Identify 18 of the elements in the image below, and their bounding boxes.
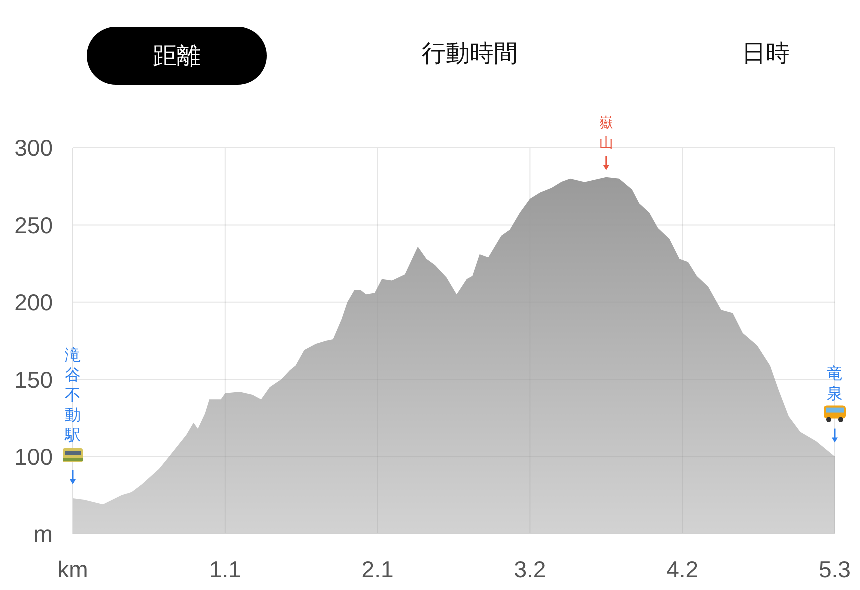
text: 行動時間 (422, 40, 518, 68)
x-tick-label: 5.3 (819, 556, 851, 582)
text: 日時 (742, 40, 790, 68)
x-tick-label: 4.2 (666, 556, 699, 582)
annotation: 竜泉 (827, 364, 843, 403)
x-tick-label: 2.1 (362, 556, 394, 582)
tab-button[interactable]: 距離 (87, 27, 267, 85)
y-tick-label: 300 (14, 135, 53, 162)
annotation: 嶽山 (599, 114, 614, 150)
y-tick-label: 200 (14, 290, 53, 316)
x-tick-label: 1.1 (209, 556, 242, 582)
annotation: 滝谷不動駅 (64, 346, 81, 444)
y-tick-label: 250 (14, 212, 53, 238)
y-tick-label: 150 (14, 366, 53, 393)
x-tick-label: 3.2 (514, 556, 546, 582)
y-tick-label: 100 (14, 444, 53, 470)
y-tick-label: m (34, 521, 53, 548)
x-tick-label: km (58, 556, 88, 582)
